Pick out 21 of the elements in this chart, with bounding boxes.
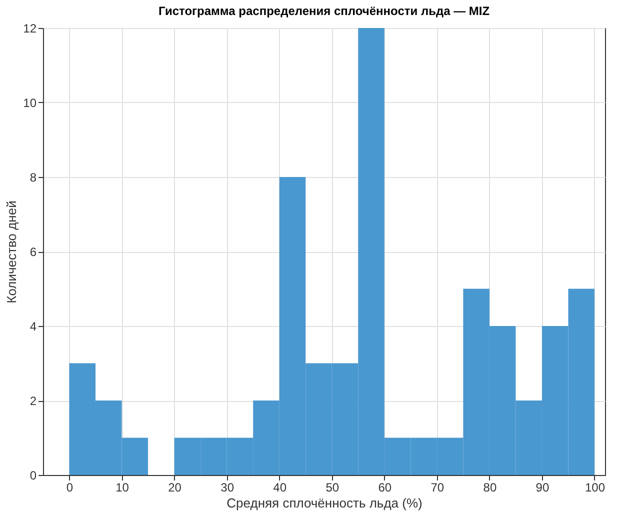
y-tick-label: 0 xyxy=(30,468,37,482)
x-tick-label: 40 xyxy=(273,480,287,494)
y-tick-label: 12 xyxy=(23,22,37,36)
y-tick-label: 10 xyxy=(23,96,37,110)
x-tick-label: 100 xyxy=(584,480,606,494)
x-tick-label: 80 xyxy=(483,480,497,494)
y-tick-label: 4 xyxy=(30,320,37,334)
x-tick-label: 0 xyxy=(66,480,74,494)
x-tick-label: 20 xyxy=(168,480,182,494)
y-tick-label: 8 xyxy=(30,170,37,184)
x-tick-label: 50 xyxy=(326,480,340,494)
y-tick-label: 2 xyxy=(30,394,37,408)
y-tick-label: 6 xyxy=(30,245,37,259)
x-tick-label: 10 xyxy=(116,480,130,494)
x-tick-label: 70 xyxy=(430,480,444,494)
x-tick-label: 90 xyxy=(536,480,550,494)
x-tick-label: 30 xyxy=(220,480,234,494)
x-axis-title: Средняя сплочённость льда (%) xyxy=(226,496,422,510)
y-axis-title: Количество дней xyxy=(4,200,20,304)
chart-title: Гистограмма распределения сплочённости льда — MIZ xyxy=(158,4,490,18)
x-tick-label: 60 xyxy=(378,480,392,494)
